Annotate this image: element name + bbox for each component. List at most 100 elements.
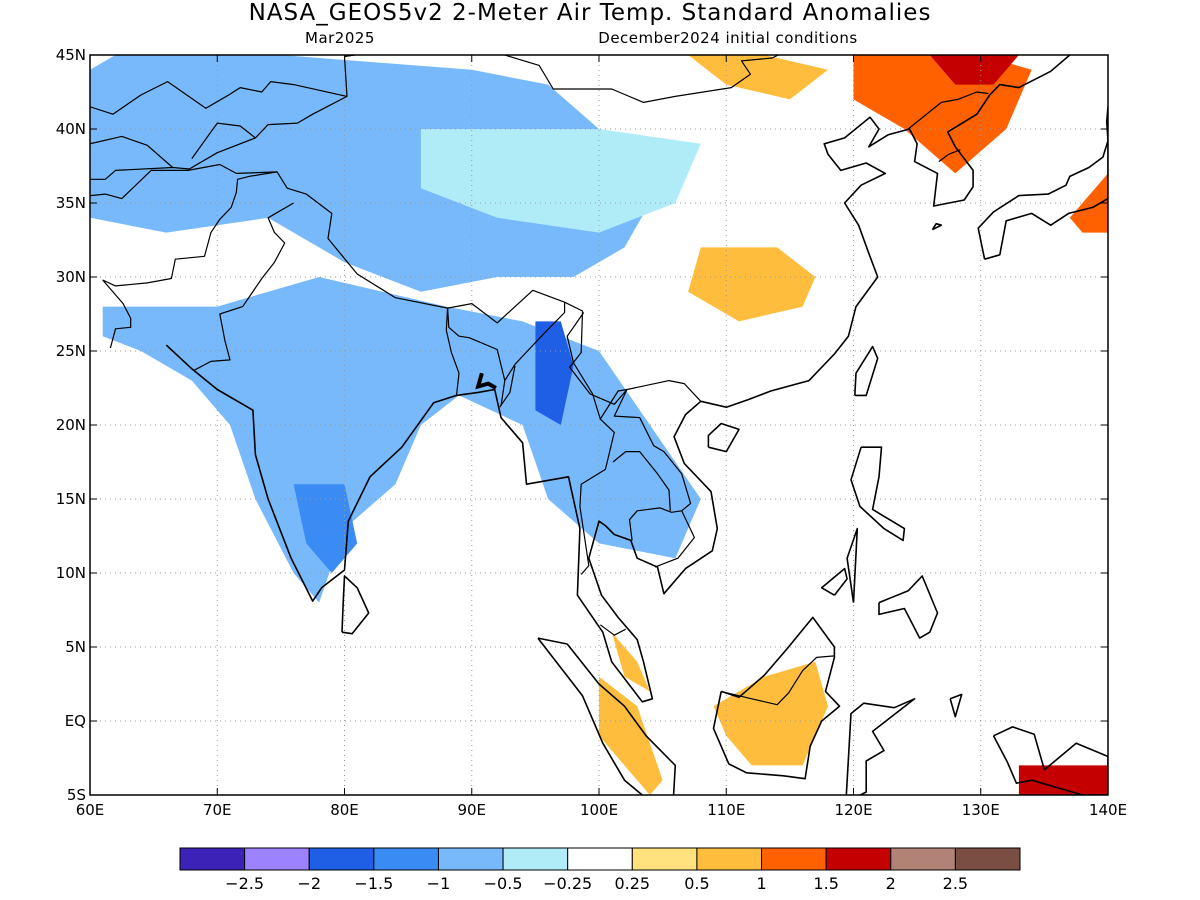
country-border [599, 388, 628, 420]
coastline [977, 106, 1108, 260]
colorbar-label: −0.25 [543, 874, 592, 893]
colorbar-swatch [631, 847, 698, 871]
lat-tick-label: 35N [56, 194, 86, 212]
lat-tick-label: 10N [56, 564, 86, 582]
coastline [854, 345, 879, 397]
lon-tick-label: 140E [1089, 801, 1127, 819]
colorbar-swatch [373, 847, 439, 871]
colorbar-swatch [502, 847, 569, 871]
anomaly-malaya-warm [611, 632, 650, 692]
country-border [599, 624, 626, 636]
valid-month: Mar2025 [305, 29, 375, 47]
colorbar-swatch [308, 847, 375, 871]
colorbar-label: −2.5 [225, 874, 264, 893]
coastline [341, 575, 370, 635]
lat-tick-label: 40N [56, 120, 86, 138]
country-border [566, 312, 615, 575]
country-border [90, 163, 702, 405]
map-frame: 60E 70E 80E 90E 100E 110E 120E 130E 140E 45N 40N 3… [56, 46, 1127, 819]
country-border [504, 55, 780, 104]
anomaly-myanmar-very-cold [535, 321, 574, 425]
country-border [938, 149, 961, 163]
colorbar-label: 0.25 [614, 874, 650, 893]
lat-tick-label: 25N [56, 342, 86, 360]
anomaly-mongolia-warm [688, 55, 828, 100]
coastline [537, 637, 677, 795]
lat-tick-label: 15N [56, 490, 86, 508]
river-delta [475, 372, 497, 390]
colorbar-swatch [179, 847, 246, 871]
country-border [102, 279, 132, 349]
anomaly-sumatra-warm [599, 676, 663, 795]
coastline [850, 446, 906, 542]
colorbar-swatch [954, 847, 1021, 871]
coastline [992, 726, 1108, 795]
anomaly-south-china-warm [688, 247, 816, 322]
coastline [949, 693, 963, 718]
country-border [613, 389, 692, 541]
colorbar-swatch [890, 847, 956, 871]
country-border [504, 302, 566, 381]
colorbar-label: −0.5 [484, 874, 523, 893]
country-border [721, 655, 835, 706]
country-border [191, 122, 256, 159]
country-borders [90, 55, 989, 706]
latitude-axis: 45N 40N 35N 30N 25N 20N 15N 10N 5N EQ 5S [56, 46, 1108, 804]
colorbar-swatch [825, 847, 892, 871]
coastline [712, 616, 841, 780]
anomaly-tibet-mild-cold [420, 129, 701, 233]
lon-tick-label: 70E [203, 801, 232, 819]
coastline [845, 697, 916, 795]
lat-tick-label: EQ [65, 712, 86, 730]
anomaly-borneo-warm [713, 661, 828, 766]
lat-tick-label: 45N [56, 46, 86, 64]
colorbar-swatch [437, 847, 504, 871]
lon-tick-label: 100E [580, 801, 618, 819]
anomaly-newguinea-hot [1018, 765, 1108, 795]
coastline [931, 222, 943, 231]
country-border [499, 365, 516, 408]
map-title: NASA_GEOS5v2 2-Meter Air Temp. Standard … [249, 0, 932, 26]
colorbar-label: −1 [427, 874, 451, 893]
colorbar-swatch [696, 847, 763, 871]
country-border [194, 202, 294, 371]
lat-tick-label: 30N [56, 268, 86, 286]
anomaly-fields [90, 55, 1108, 795]
colorbar-label: 1 [756, 874, 766, 893]
lat-tick-label: 20N [56, 416, 86, 434]
country-border [445, 308, 460, 396]
lon-tick-label: 90E [457, 801, 486, 819]
init-conditions: December2024 initial conditions [598, 29, 857, 47]
country-border [907, 91, 989, 130]
colorbar-swatch [761, 847, 827, 871]
colorbar-label: 2.5 [943, 874, 968, 893]
country-border [102, 171, 278, 287]
colorbar-swatch [567, 847, 633, 871]
country-border [90, 135, 174, 168]
colorbar-label: 1.5 [813, 874, 838, 893]
lon-tick-label: 80E [330, 801, 359, 819]
colorbar-label: −1.5 [354, 874, 393, 893]
colorbar-label: 0.5 [684, 874, 709, 893]
coastline [820, 567, 848, 596]
colorbar-label: 2 [886, 874, 896, 893]
anomaly-central-asia-cold [90, 55, 650, 292]
lon-tick-label: 60E [76, 801, 105, 819]
country-border [612, 451, 671, 511]
anomaly-ne-hot [929, 55, 1019, 85]
lat-tick-label: 5N [65, 638, 86, 656]
coastline [878, 575, 939, 639]
anomaly-japan-warm [1069, 173, 1108, 233]
lon-tick-label: 110E [707, 801, 745, 819]
lat-tick-label: 5S [67, 786, 86, 804]
lon-tick-label: 130E [962, 801, 1000, 819]
lon-tick-label: 120E [834, 801, 872, 819]
country-border [90, 80, 348, 115]
country-border [654, 510, 696, 568]
colorbar-swatch [244, 847, 310, 871]
colorbar: −2.5 −2 −1.5 −1 −0.5 −0.25 0.25 0.5 1 1.5 2 2.5 [179, 847, 1021, 893]
colorbar-label: −2 [297, 874, 321, 893]
coastline [846, 527, 859, 603]
longitude-axis: 60E 70E 80E 90E 100E 110E 120E 130E 140E [76, 55, 1127, 819]
anomaly-south-india-colder [293, 484, 358, 573]
